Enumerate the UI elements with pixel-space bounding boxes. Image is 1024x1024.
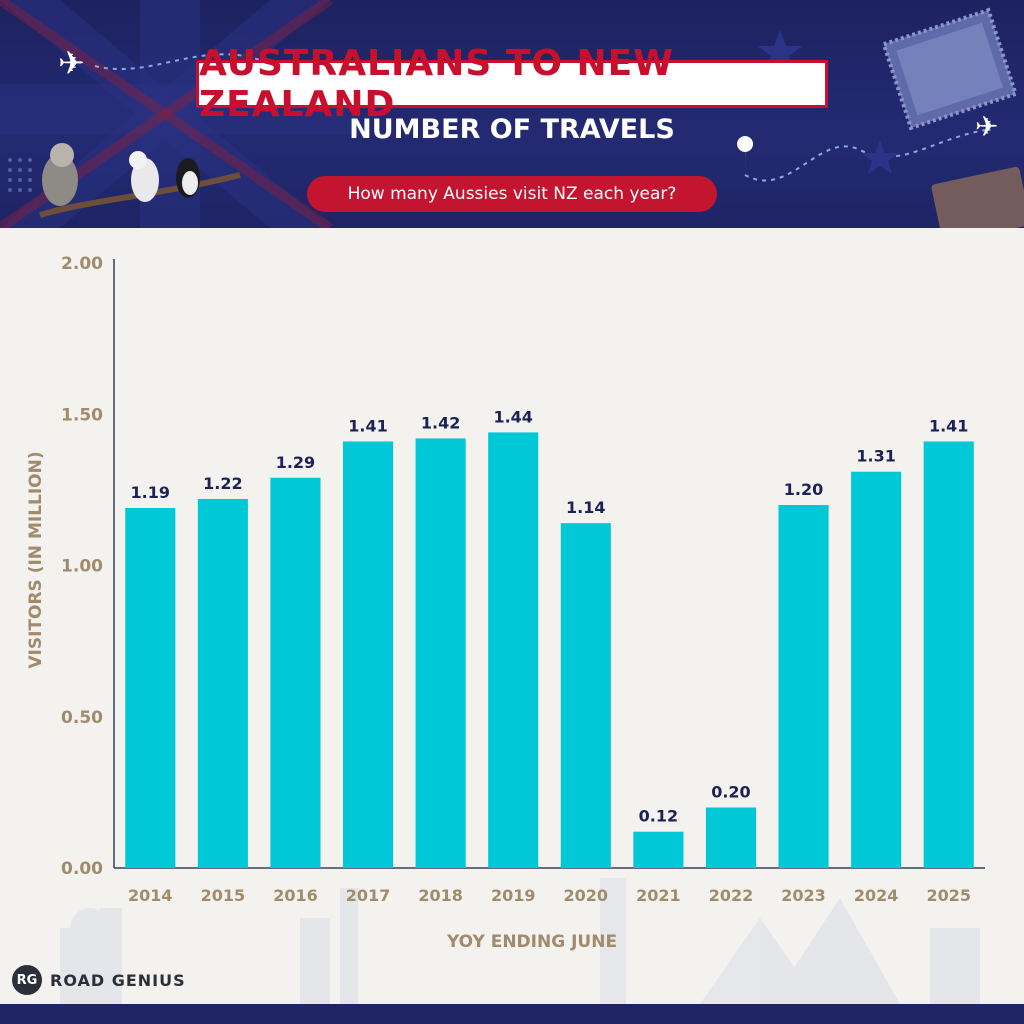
brand-logo: RG ROAD GENIUS bbox=[12, 964, 186, 996]
footer-band bbox=[0, 1004, 1024, 1024]
x-tick-label: 2021 bbox=[636, 886, 681, 905]
bar-2025 bbox=[923, 441, 974, 868]
bar-2020 bbox=[560, 523, 611, 868]
data-label: 1.44 bbox=[493, 407, 532, 426]
flag-background bbox=[0, 0, 1024, 228]
x-tick-label: 2017 bbox=[346, 886, 391, 905]
bar-2022 bbox=[705, 807, 756, 868]
bar-2023 bbox=[778, 505, 829, 868]
y-tick-label: 0.00 bbox=[61, 859, 103, 879]
x-tick-label: 2014 bbox=[128, 886, 173, 905]
data-label: 1.41 bbox=[348, 416, 387, 435]
y-tick-label: 1.00 bbox=[61, 557, 103, 577]
bar-2014 bbox=[125, 508, 176, 868]
x-tick-label: 2022 bbox=[709, 886, 754, 905]
x-tick-label: 2024 bbox=[854, 886, 899, 905]
data-label: 1.20 bbox=[784, 480, 823, 499]
question-pill: How many Aussies visit NZ each year? bbox=[307, 176, 717, 212]
bar-2024 bbox=[851, 471, 902, 868]
y-axis-title: VISITORS (IN MILLION) bbox=[26, 451, 46, 668]
bar-2021 bbox=[633, 831, 684, 868]
bar-2015 bbox=[197, 498, 248, 868]
skyline-decoration bbox=[60, 878, 980, 1004]
y-tick-label: 2.00 bbox=[61, 254, 103, 274]
bar-chart: 0.00 0.50 1.00 1.50 2.00 1.19 2014 1.22 2015 1.2… bbox=[26, 254, 985, 1004]
data-label: 1.19 bbox=[131, 483, 170, 502]
x-tick-label: 2016 bbox=[273, 886, 318, 905]
x-tick-label: 2018 bbox=[418, 886, 463, 905]
brand-name: ROAD GENIUS bbox=[50, 970, 186, 990]
x-tick-label: 2015 bbox=[201, 886, 246, 905]
brand-badge: RG bbox=[12, 965, 42, 995]
data-label: 1.42 bbox=[421, 413, 460, 432]
y-tick-label: 0.50 bbox=[61, 708, 103, 728]
airplane-icon-left: ✈ bbox=[58, 44, 85, 82]
x-tick-label: 2025 bbox=[926, 886, 971, 905]
chart-area: 0.00 0.50 1.00 1.50 2.00 1.19 2014 1.22 2015 1.2… bbox=[0, 228, 1024, 1004]
data-label: 1.14 bbox=[566, 498, 605, 517]
header-banner: ✈ ✈ AUSTRALIANS TO NEW ZEALAND NUMBER OF… bbox=[0, 0, 1024, 228]
y-tick-label: 1.50 bbox=[61, 405, 103, 425]
x-tick-label: 2019 bbox=[491, 886, 536, 905]
x-tick-label: 2020 bbox=[564, 886, 609, 905]
airplane-icon-right: ✈ bbox=[975, 110, 999, 143]
x-axis-title: YOY ENDING JUNE bbox=[446, 932, 617, 952]
data-label: 1.31 bbox=[856, 447, 895, 466]
data-label: 0.20 bbox=[711, 783, 750, 802]
data-label: 1.22 bbox=[203, 474, 242, 493]
x-tick-label: 2023 bbox=[781, 886, 826, 905]
title-box: AUSTRALIANS TO NEW ZEALAND bbox=[196, 43, 828, 125]
page-subtitle: NUMBER OF TRAVELS bbox=[349, 114, 675, 145]
bar-2018 bbox=[415, 438, 466, 868]
bar-2019 bbox=[488, 432, 539, 868]
bar-2017 bbox=[343, 441, 394, 868]
page-title: AUSTRALIANS TO NEW ZEALAND bbox=[199, 43, 674, 125]
data-label: 1.29 bbox=[276, 453, 315, 472]
data-label: 1.41 bbox=[929, 416, 968, 435]
bar-2016 bbox=[270, 477, 321, 868]
data-label: 0.12 bbox=[639, 807, 678, 826]
